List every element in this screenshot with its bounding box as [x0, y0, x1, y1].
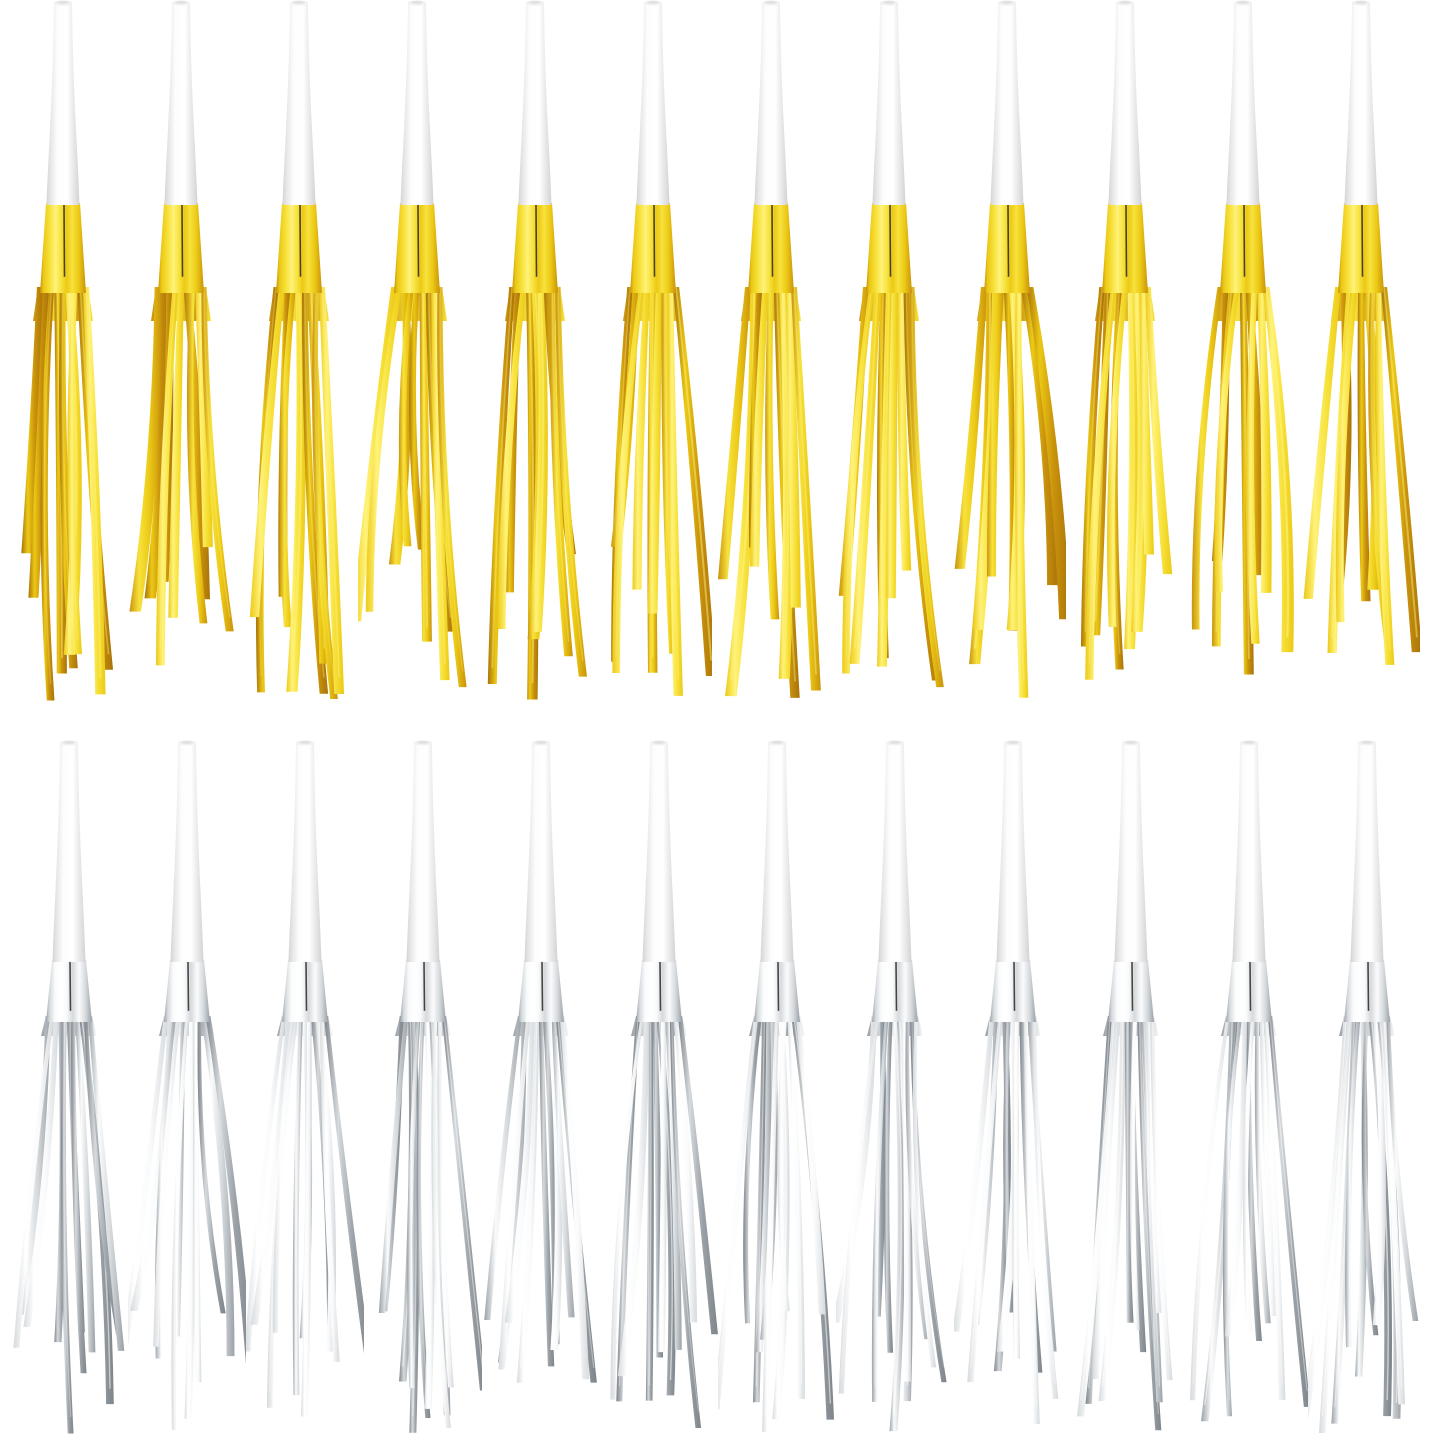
blower-foil-fringe [1190, 1016, 1308, 1436]
blower-foil-fringe [240, 287, 358, 702]
blower-foil-fringe [836, 1016, 954, 1436]
blower-mouthpiece [594, 0, 712, 205]
blower-mouthpiece [948, 0, 1066, 205]
blower-foil-fringe [948, 287, 1066, 702]
blower-foil-collar [830, 203, 948, 293]
blower-foil-fringe [246, 1016, 364, 1436]
blower-foil-fringe [358, 287, 476, 702]
blower-mouthpiece [122, 0, 240, 205]
blower-foil-collar [594, 203, 712, 293]
blower-foil-collar [948, 203, 1066, 293]
blower-foil-fringe [1308, 1016, 1426, 1436]
blower-foil-fringe [718, 1016, 836, 1436]
blower-foil-fringe [364, 1016, 482, 1436]
blower-foil-collar [1190, 960, 1308, 1022]
blower-foil-fringe [594, 287, 712, 702]
blower-foil-fringe [128, 1016, 246, 1436]
blower-foil-fringe [1184, 287, 1302, 702]
blower-foil-fringe [954, 1016, 1072, 1436]
blower-foil-fringe [830, 287, 948, 702]
blower-foil-collar [128, 960, 246, 1022]
blower-mouthpiece [1184, 0, 1302, 205]
blower-foil-collar [718, 960, 836, 1022]
blower-foil-collar [4, 203, 122, 293]
blower-foil-collar [246, 960, 364, 1022]
blower-foil-collar [836, 960, 954, 1022]
blower-foil-collar [1302, 203, 1420, 293]
blower-foil-fringe [10, 1016, 128, 1436]
blower-foil-collar [1072, 960, 1190, 1022]
blower-foil-collar [712, 203, 830, 293]
blower-foil-collar [1308, 960, 1426, 1022]
blower-foil-collar [364, 960, 482, 1022]
blower-foil-fringe [1302, 287, 1420, 702]
blower-mouthpiece [600, 740, 718, 962]
blower-mouthpiece [1308, 740, 1426, 962]
blower-mouthpiece [1190, 740, 1308, 962]
blower-mouthpiece [830, 0, 948, 205]
blower-foil-fringe [712, 287, 830, 702]
blower-foil-fringe [1066, 287, 1184, 702]
blower-mouthpiece [128, 740, 246, 962]
blower-mouthpiece [246, 740, 364, 962]
blower-foil-collar [482, 960, 600, 1022]
blower-mouthpiece [712, 0, 830, 205]
blower-mouthpiece [1066, 0, 1184, 205]
blower-foil-collar [476, 203, 594, 293]
blower-foil-fringe [122, 287, 240, 702]
blower-mouthpiece [836, 740, 954, 962]
blower-foil-collar [1066, 203, 1184, 293]
blower-mouthpiece [954, 740, 1072, 962]
blower-mouthpiece [4, 0, 122, 205]
blower-foil-collar [358, 203, 476, 293]
blower-foil-collar [10, 960, 128, 1022]
blower-mouthpiece [364, 740, 482, 962]
blower-mouthpiece [482, 740, 600, 962]
blower-mouthpiece [10, 740, 128, 962]
blower-mouthpiece [1072, 740, 1190, 962]
blower-foil-collar [1184, 203, 1302, 293]
blower-mouthpiece [476, 0, 594, 205]
silver-blowers-row [0, 740, 1445, 1444]
blower-mouthpiece [1302, 0, 1420, 205]
blower-foil-fringe [600, 1016, 718, 1436]
blower-foil-collar [600, 960, 718, 1022]
blower-foil-fringe [4, 287, 122, 702]
blower-foil-collar [954, 960, 1072, 1022]
blower-foil-fringe [1072, 1016, 1190, 1436]
blower-mouthpiece [240, 0, 358, 205]
blower-mouthpiece [718, 740, 836, 962]
blower-foil-collar [240, 203, 358, 293]
gold-blowers-row [0, 0, 1445, 712]
blower-foil-collar [122, 203, 240, 293]
blower-mouthpiece [358, 0, 476, 205]
blower-foil-fringe [482, 1016, 600, 1436]
blower-foil-fringe [476, 287, 594, 702]
